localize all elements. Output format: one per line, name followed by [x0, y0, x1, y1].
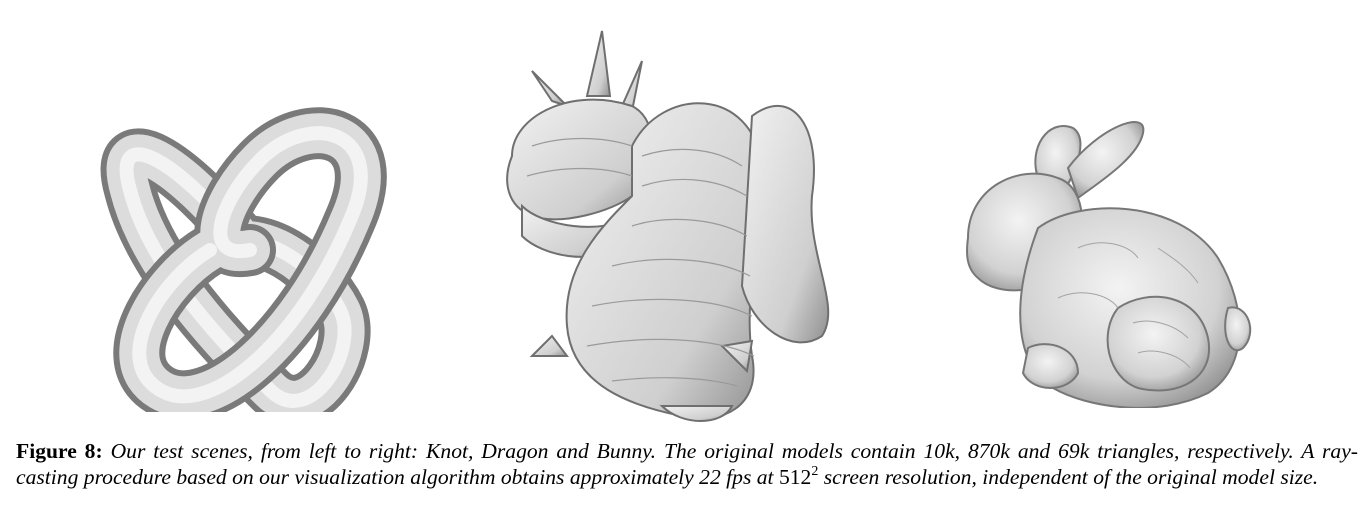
- figure-caption: Figure 8: Our test scenes, from left to …: [16, 438, 1358, 490]
- caption-math: 5122: [778, 464, 819, 490]
- bunny-model-image: [966, 121, 1252, 408]
- figure-label: Figure 8:: [16, 439, 103, 463]
- knot-model-image: [100, 107, 387, 412]
- caption-text-part1: Our test scenes, from left to right: Kno…: [16, 439, 1358, 489]
- dragon-model-image: [506, 30, 830, 422]
- caption-text-part2: screen resolution, independent of the or…: [823, 465, 1319, 489]
- figure-images: [100, 30, 1252, 422]
- math-base: 512: [778, 465, 812, 489]
- math-exponent: 2: [811, 464, 819, 479]
